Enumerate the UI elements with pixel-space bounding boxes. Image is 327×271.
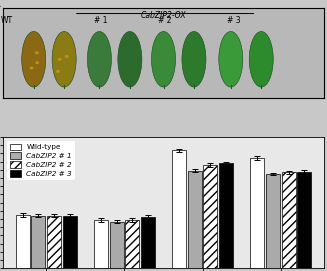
Ellipse shape (151, 31, 176, 87)
Ellipse shape (38, 59, 42, 62)
Bar (125, 220, 139, 268)
Bar (94, 220, 108, 268)
Ellipse shape (87, 31, 112, 87)
Ellipse shape (52, 31, 76, 87)
Bar (110, 222, 124, 268)
Ellipse shape (118, 31, 142, 87)
Ellipse shape (219, 31, 243, 87)
Ellipse shape (30, 55, 34, 58)
Bar (31, 216, 45, 268)
Ellipse shape (58, 55, 62, 58)
Text: # 1: # 1 (94, 16, 108, 25)
Ellipse shape (68, 59, 72, 62)
Bar (297, 172, 311, 268)
Bar (203, 165, 217, 268)
Legend: Wild-type, CabZIP2 # 1, CabZIP2 # 2, CabZIP2 # 3: Wild-type, CabZIP2 # 1, CabZIP2 # 2, Cab… (7, 141, 75, 180)
Bar (282, 172, 296, 268)
Text: CabZIP2-OX: CabZIP2-OX (141, 11, 186, 20)
Bar (141, 217, 155, 268)
Ellipse shape (249, 31, 273, 87)
Ellipse shape (26, 73, 30, 76)
Text: # 2: # 2 (158, 16, 172, 25)
Ellipse shape (22, 31, 46, 87)
Bar (266, 174, 280, 268)
Text: WT: WT (0, 16, 12, 25)
Ellipse shape (57, 52, 60, 55)
Bar (188, 171, 202, 268)
Bar (47, 216, 61, 268)
Bar (16, 215, 30, 268)
Bar (172, 150, 186, 268)
Text: # 3: # 3 (227, 16, 241, 25)
Bar (250, 159, 264, 268)
Ellipse shape (182, 31, 206, 87)
Bar (219, 163, 233, 268)
Bar (63, 216, 77, 268)
